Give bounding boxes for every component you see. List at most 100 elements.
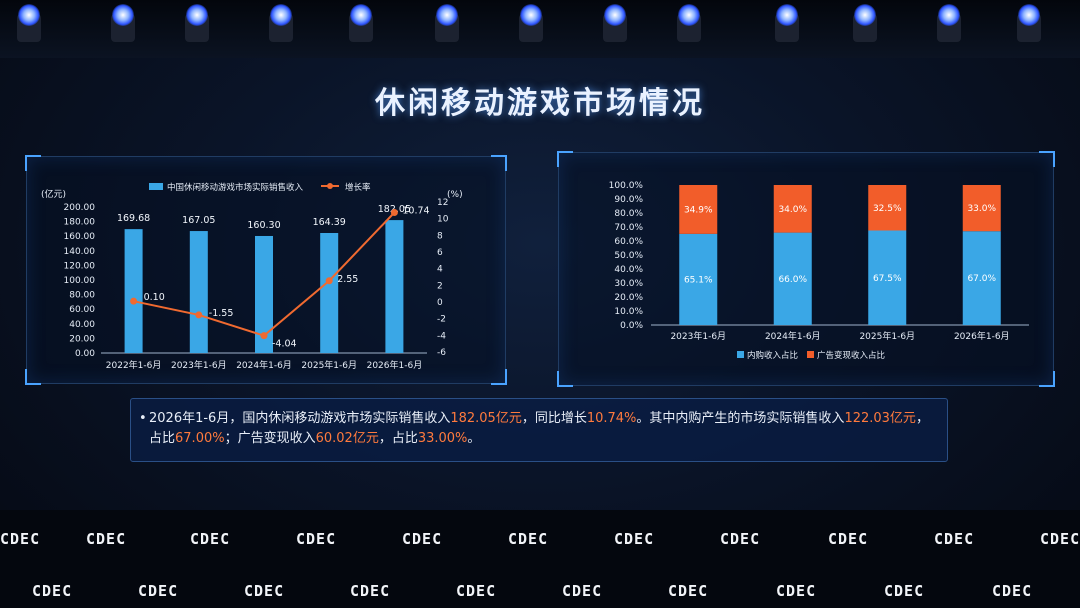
x-tick-label: 2023年1-6月 bbox=[171, 359, 227, 371]
summary-text: ，占比 bbox=[149, 411, 929, 446]
y-tick-label: 180.00 bbox=[64, 218, 96, 228]
y-tick-label: 50.0% bbox=[614, 251, 643, 261]
growth-value-label: -1.55 bbox=[209, 308, 234, 319]
y2-tick-label: 8 bbox=[437, 231, 443, 241]
y-tick-label: 90.0% bbox=[614, 195, 643, 205]
y-tick-label: 100.0% bbox=[609, 181, 644, 191]
segment-value-label: 33.0% bbox=[967, 204, 996, 214]
ad-share-bar bbox=[773, 185, 812, 233]
y-tick-label: 20.0% bbox=[614, 293, 643, 303]
y-tick-label: 0.00 bbox=[75, 349, 95, 359]
y2-tick-label: -4 bbox=[437, 331, 446, 341]
cdec-logo: CDEC bbox=[884, 582, 925, 600]
summary-text: ，同比增长 bbox=[521, 411, 587, 426]
x-tick-label: 2026年1-6月 bbox=[954, 330, 1010, 342]
y-tick-label: 10.0% bbox=[614, 307, 643, 317]
stage-light-icon bbox=[932, 4, 966, 44]
summary-highlight: 122.03亿元 bbox=[844, 411, 916, 426]
legend-swatch-bar bbox=[149, 183, 163, 190]
ad-share-bar bbox=[868, 185, 907, 231]
y-tick-label: 140.00 bbox=[64, 247, 96, 257]
revenue-share-chart: 100.0% 90.0% 80.0% 70.0% 60.0% 50.0% 40.0% 30.0… bbox=[609, 181, 1029, 361]
x-tick-label: 2025年1-6月 bbox=[859, 330, 915, 342]
segment-value-label: 65.1% bbox=[684, 275, 713, 285]
cdec-logo: CDEC bbox=[508, 530, 549, 548]
inner-share-bar bbox=[868, 230, 907, 325]
summary-text: 。其中内购产生的市场实际销售收入 bbox=[636, 411, 845, 426]
segment-value-label: 67.0% bbox=[967, 274, 996, 284]
summary-highlight: 182.05亿元 bbox=[450, 411, 522, 426]
stage-light-icon bbox=[848, 4, 882, 44]
light-glow bbox=[776, 4, 798, 26]
y2-tick-label: 6 bbox=[437, 248, 443, 258]
light-glow bbox=[1018, 4, 1040, 26]
cdec-logo: CDEC bbox=[350, 582, 391, 600]
y-tick-label: 40.00 bbox=[69, 320, 95, 330]
segment-value-label: 32.5% bbox=[873, 204, 902, 214]
panel-corner bbox=[557, 371, 573, 387]
y-tick-label: 160.00 bbox=[64, 232, 96, 242]
stage-light-icon bbox=[1012, 4, 1046, 44]
cdec-logo: CDEC bbox=[296, 530, 337, 548]
light-glow bbox=[604, 4, 626, 26]
cdec-logo: CDEC bbox=[138, 582, 179, 600]
slide-title: 休闲移动游戏市场情况 bbox=[375, 86, 705, 121]
stage-light-icon bbox=[106, 4, 140, 44]
y-tick-label: 30.0% bbox=[614, 279, 643, 289]
legend-marker bbox=[327, 183, 333, 189]
panel-corner bbox=[1039, 151, 1055, 167]
growth-point bbox=[325, 277, 333, 285]
cdec-logo: CDEC bbox=[402, 530, 443, 548]
light-glow bbox=[854, 4, 876, 26]
cdec-logo: CDEC bbox=[720, 530, 761, 548]
segment-value-label: 34.9% bbox=[684, 205, 713, 215]
growth-value-label: 10.74 bbox=[402, 206, 429, 217]
light-glow bbox=[18, 4, 40, 26]
light-glow bbox=[350, 4, 372, 26]
panel-corner bbox=[25, 369, 41, 385]
lighting-truss bbox=[0, 0, 1080, 58]
stage-light-icon bbox=[344, 4, 378, 44]
cdec-logo: CDEC bbox=[776, 582, 817, 600]
stage-light-icon bbox=[430, 4, 464, 44]
bar bbox=[255, 235, 273, 353]
panel-corner bbox=[557, 151, 573, 167]
light-glow bbox=[436, 4, 458, 26]
stage-light-icon bbox=[264, 4, 298, 44]
cdec-logo: CDEC bbox=[86, 530, 127, 548]
bar bbox=[124, 229, 143, 353]
x-tick-label: 2024年1-6月 bbox=[236, 359, 292, 371]
inner-share-bar bbox=[679, 233, 718, 325]
segment-value-label: 67.5% bbox=[873, 274, 902, 284]
x-tick-label: 2024年1-6月 bbox=[765, 330, 821, 342]
bar bbox=[385, 220, 404, 353]
cdec-logo: CDEC bbox=[244, 582, 285, 600]
cdec-logo: CDEC bbox=[668, 582, 709, 600]
y-tick-label: 0.0% bbox=[620, 321, 643, 331]
cdec-logo: CDEC bbox=[828, 530, 869, 548]
growth-value-label: -4.04 bbox=[272, 339, 297, 350]
light-glow bbox=[112, 4, 134, 26]
stage-light-icon bbox=[12, 4, 46, 44]
bar-value-label: 167.05 bbox=[182, 215, 215, 226]
cdec-logo: CDEC bbox=[614, 530, 655, 548]
summary-highlight: 10.74% bbox=[586, 411, 637, 426]
legend-swatch-ad bbox=[807, 351, 814, 358]
bar bbox=[189, 231, 208, 353]
ad-share-bar bbox=[962, 185, 1001, 232]
growth-point bbox=[260, 332, 268, 340]
stage-light-icon bbox=[598, 4, 632, 44]
panel-corner bbox=[1039, 371, 1055, 387]
legend-label: 中国休闲移动游戏市场实际销售收入 bbox=[167, 182, 304, 193]
legend-swatch-inner bbox=[737, 351, 744, 358]
growth-value-label: 2.55 bbox=[337, 274, 358, 285]
cdec-logo: CDEC bbox=[456, 582, 497, 600]
share-chart-panel: 100.0% 90.0% 80.0% 70.0% 60.0% 50.0% 40.0% 30.0… bbox=[557, 151, 1055, 387]
growth-value-label: 0.10 bbox=[144, 292, 165, 303]
bar-value-label: 169.68 bbox=[117, 213, 150, 224]
summary-highlight: 60.02亿元 bbox=[315, 431, 379, 446]
y2-tick-label: 0 bbox=[437, 298, 443, 308]
revenue-growth-chart: (亿元) (%)200.00180.00160.00140.00120.00100… bbox=[41, 182, 463, 371]
summary-text: 。 bbox=[467, 431, 481, 446]
summary-highlight: 33.00% bbox=[417, 431, 468, 446]
